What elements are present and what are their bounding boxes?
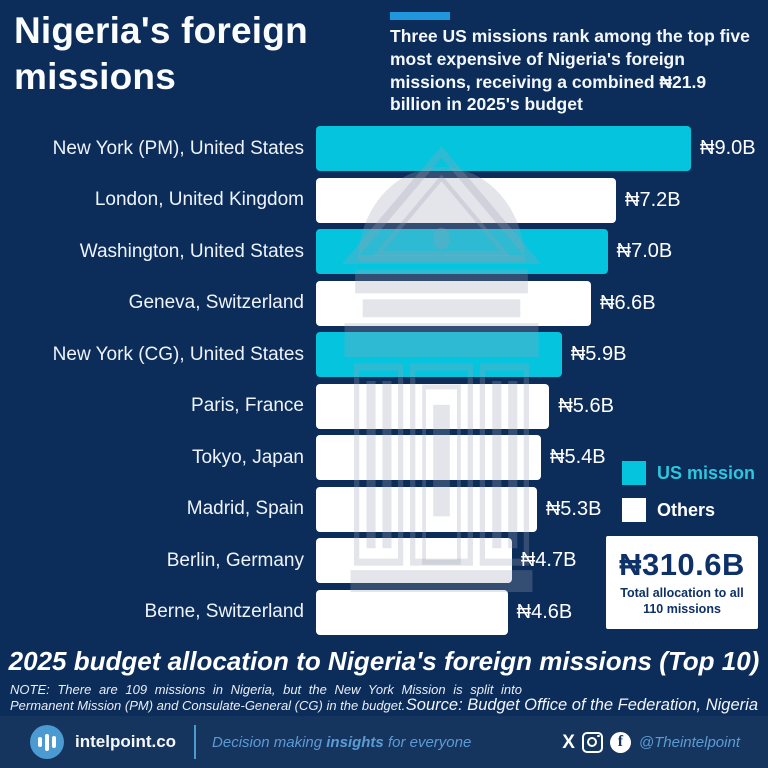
- bar-value-label: ₦5.6B: [558, 394, 614, 417]
- instagram-icon[interactable]: [581, 731, 603, 753]
- chart-row: Berlin, Germany ₦4.7B: [0, 538, 768, 583]
- bar-other-mission: [316, 486, 537, 532]
- tagline-pre: Decision making: [212, 733, 327, 751]
- chart-row: Paris, France ₦5.6B: [0, 383, 768, 429]
- bar-other-mission: [316, 538, 512, 583]
- bar-us-mission: [316, 126, 691, 171]
- chart-row: Madrid, Spain ₦5.3B: [0, 486, 768, 532]
- chart-row: London, United Kingdom ₦7.2B: [0, 177, 768, 223]
- footnote: NOTE: There are 109 missions in Nigeria,…: [10, 682, 522, 713]
- page-title: Nigeria's foreign missions: [14, 10, 308, 97]
- bar-value-label: ₦4.7B: [520, 549, 577, 571]
- bar-value-label: ₦4.6B: [516, 600, 573, 623]
- bar-value-label: ₦9.0B: [700, 137, 756, 159]
- bar-other-mission: [316, 177, 616, 223]
- bar-chart: New York (PM), United States ₦9.0B London,…: [0, 126, 768, 641]
- footer-divider: [194, 725, 197, 759]
- chart-row: Tokyo, Japan ₦5.4B: [0, 435, 768, 480]
- mission-label: New York (CG), United States: [52, 343, 304, 365]
- mission-label: Washington, United States: [79, 240, 304, 262]
- mission-label: Paris, France: [191, 395, 304, 416]
- bar-other-mission: [316, 280, 591, 326]
- mission-label: Berlin, Germany: [166, 549, 304, 571]
- bar-chart-logo-icon: [30, 725, 64, 759]
- source-attribution: Source: Budget Office of the Federation,…: [405, 696, 758, 714]
- bar-value-label: ₦5.3B: [545, 497, 602, 520]
- total-allocation-caption: Total allocation to all 110 missions: [620, 586, 744, 616]
- legend-label-others: Others: [657, 499, 716, 520]
- legend-swatch-others: [622, 498, 646, 522]
- page-subtitle: Three US missions rank among the top fiv…: [390, 26, 750, 115]
- total-allocation-value: ₦310.6B: [619, 547, 745, 583]
- brand-name: intelpoint.co: [75, 732, 177, 751]
- accent-bar: [390, 12, 450, 20]
- mission-label: Madrid, Spain: [186, 498, 304, 519]
- mission-label: Tokyo, Japan: [192, 446, 304, 468]
- chart-row: Berne, Switzerland ₦4.6B: [0, 589, 768, 635]
- bar-us-mission: [316, 332, 562, 377]
- legend-swatch-us: [622, 461, 646, 485]
- legend-label-us: US mission: [657, 462, 756, 483]
- chart-row: Washington, United States ₦7.0B: [0, 229, 768, 274]
- bar-value-label: ₦7.0B: [616, 240, 673, 262]
- social-icons: X f: [562, 731, 631, 753]
- mission-label: Berne, Switzerland: [144, 601, 304, 622]
- chart-row: Geneva, Switzerland ₦6.6B: [0, 280, 768, 326]
- mission-label: New York (PM), United States: [52, 137, 304, 159]
- legend-item-others: Others: [622, 498, 755, 522]
- bar-value-label: ₦5.4B: [550, 446, 606, 468]
- tagline-post: for everyone: [383, 733, 472, 751]
- bar-value-label: ₦7.2B: [625, 188, 681, 211]
- mission-label: London, United Kingdom: [94, 189, 304, 210]
- bar-other-mission: [316, 383, 550, 429]
- bar-value-label: ₦6.6B: [600, 291, 656, 314]
- chart-row: New York (PM), United States ₦9.0B: [0, 126, 768, 171]
- bar-other-mission: [316, 435, 541, 480]
- brand-tagline: Decision making insights for everyone: [212, 734, 471, 751]
- legend-item-us-mission: US mission: [622, 461, 755, 485]
- chart-title: 2025 budget allocation to Nigeria's fore…: [8, 646, 760, 676]
- total-allocation-box: ₦310.6B Total allocation to all 110 miss…: [606, 536, 758, 629]
- bar-value-label: ₦5.9B: [570, 343, 627, 365]
- chart-row: New York (CG), United States ₦5.9B: [0, 332, 768, 377]
- tagline-bold: insights: [326, 733, 384, 751]
- facebook-icon[interactable]: f: [609, 731, 631, 753]
- bar-us-mission: [316, 229, 608, 274]
- subtitle-block: Three US missions rank among the top fiv…: [390, 12, 762, 116]
- chart-legend: US mission Others: [622, 461, 755, 535]
- bar-other-mission: [316, 589, 508, 635]
- social-handle[interactable]: @Theintelpoint: [638, 733, 740, 751]
- mission-label: Geneva, Switzerland: [128, 292, 304, 313]
- x-icon[interactable]: X: [562, 731, 575, 753]
- footer-bar: intelpoint.co Decision making insights f…: [0, 716, 768, 768]
